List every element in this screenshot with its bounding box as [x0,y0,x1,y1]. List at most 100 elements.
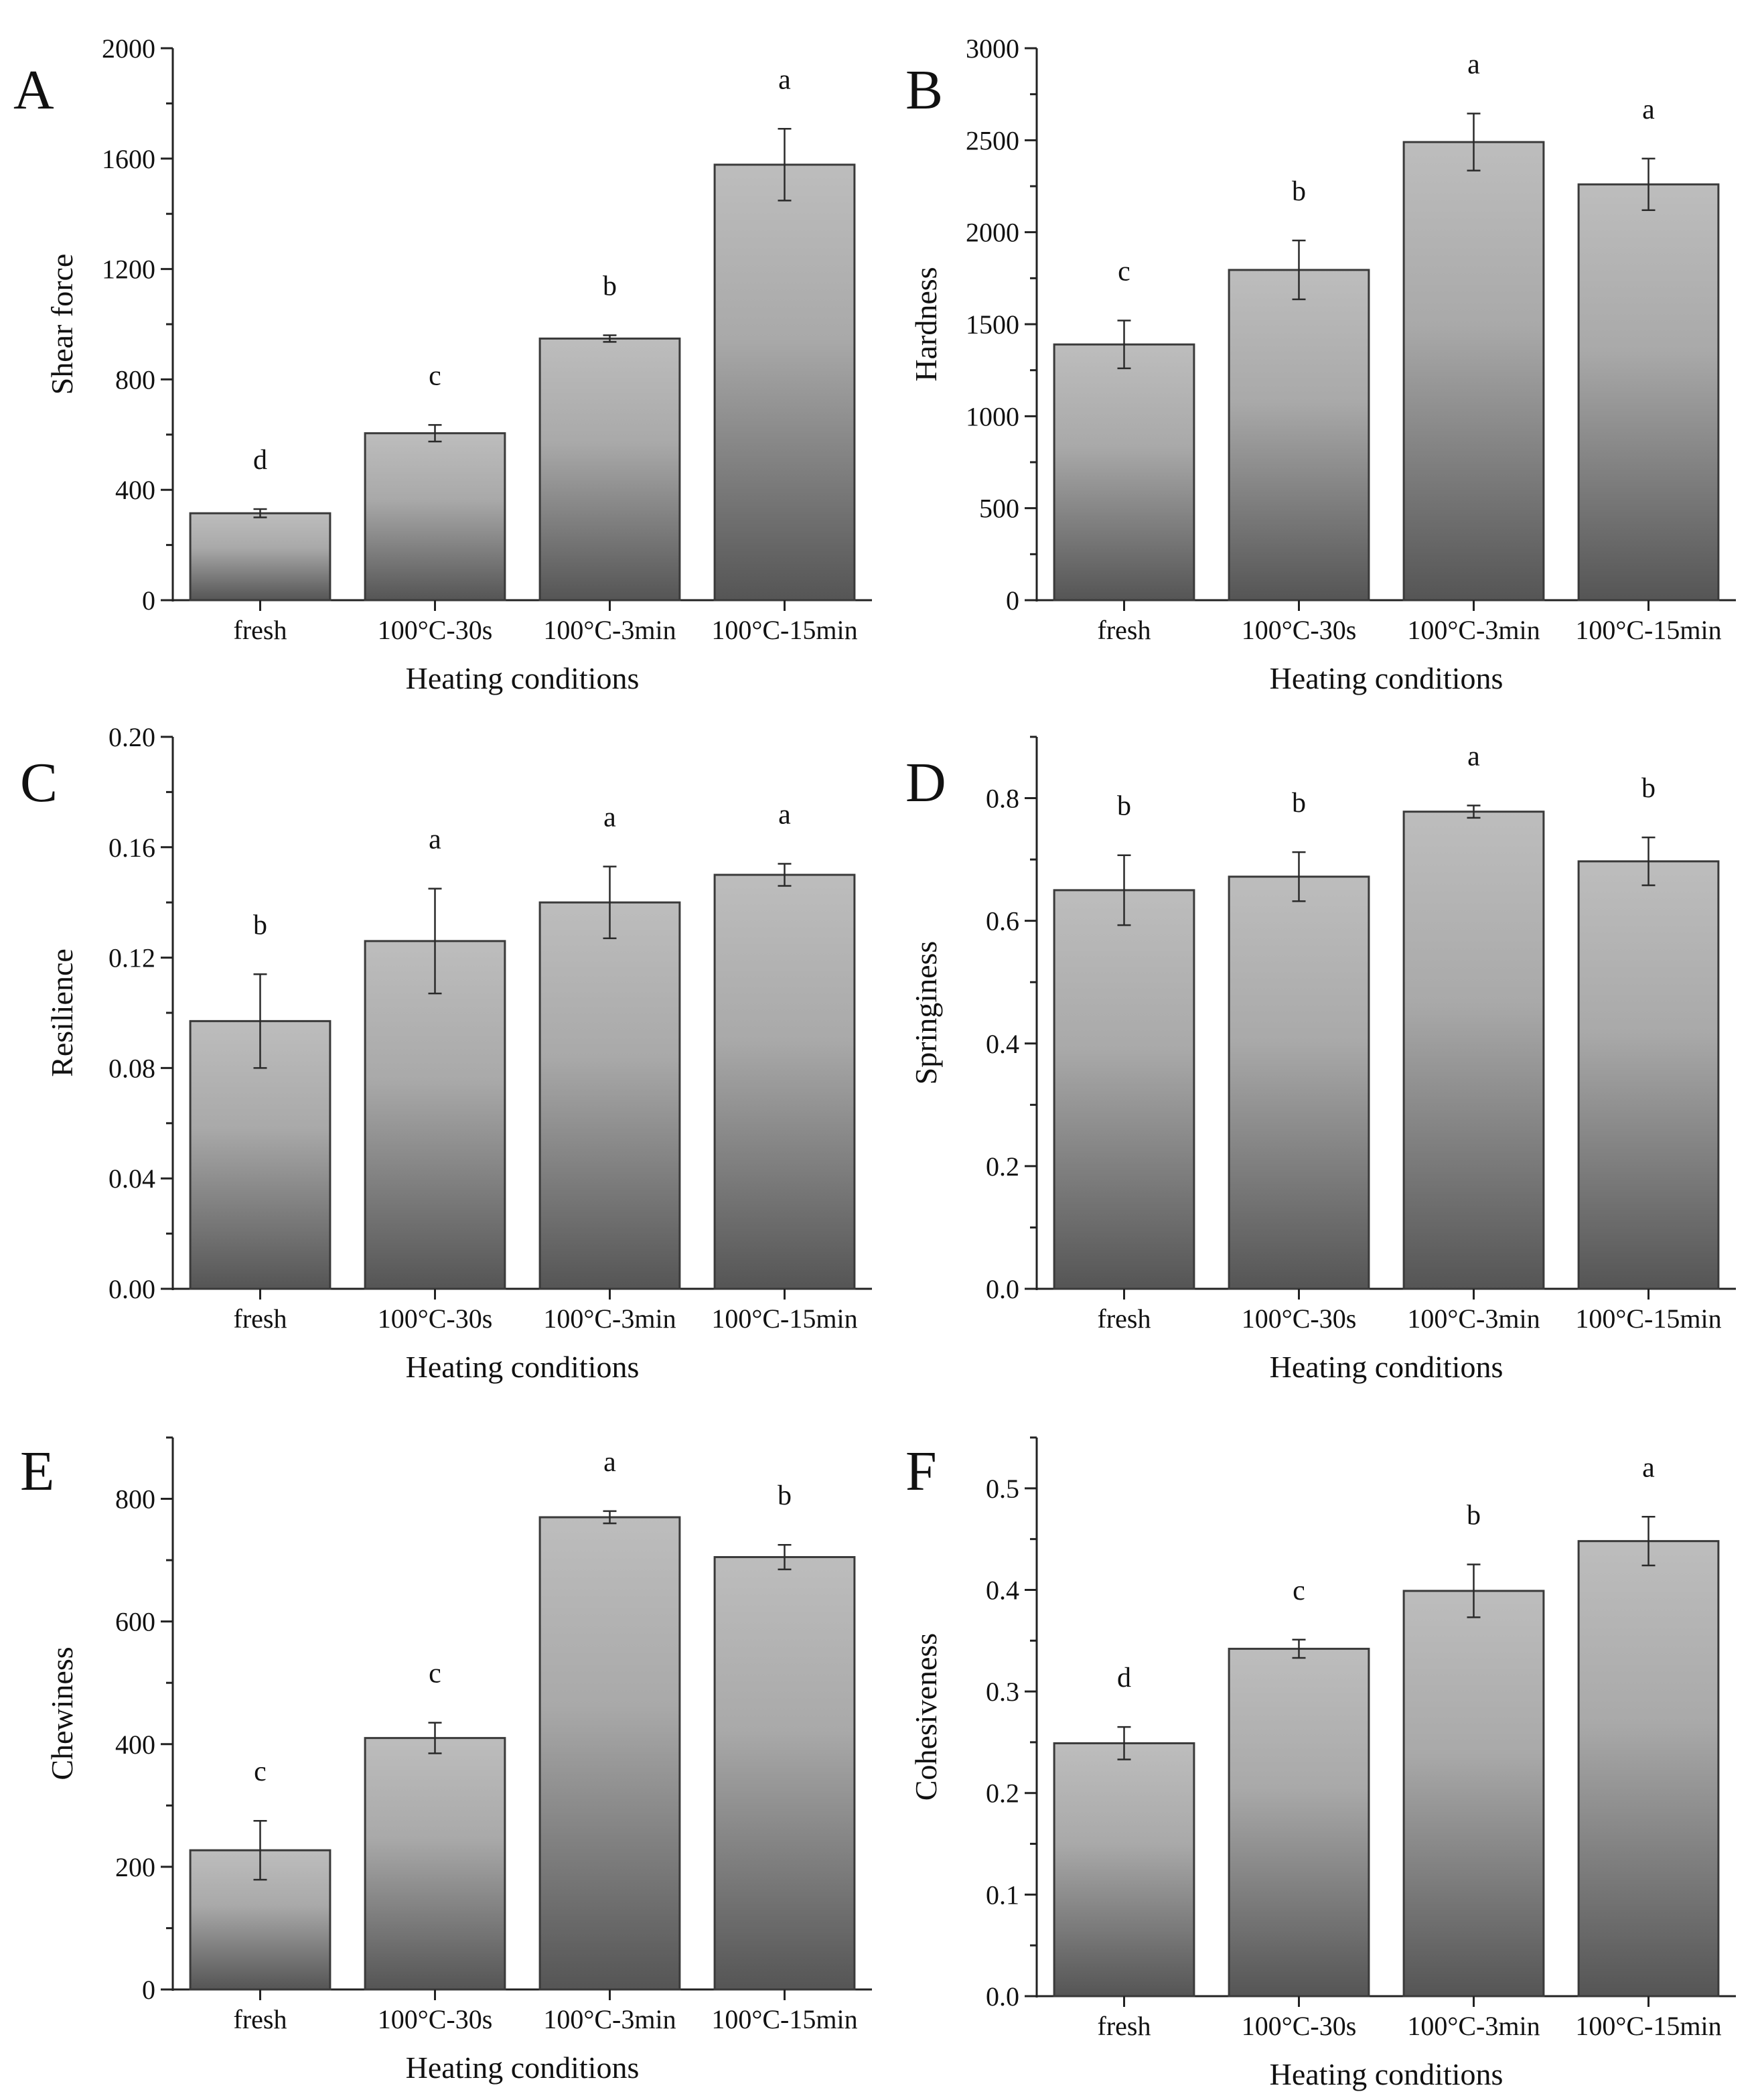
y-tick-label: 0.20 [108,722,155,752]
bar [1053,889,1195,1290]
bar [1402,811,1545,1290]
significance-letter: b [778,1480,792,1511]
bar [1228,876,1370,1290]
significance-letter: a [1642,94,1655,125]
x-axis-title: Heating conditions [1270,2057,1504,2091]
significance-letter: b [1292,788,1306,819]
x-tick-label: 100°C-30s [378,2004,493,2034]
y-tick-label: 0.2 [986,1778,1019,1809]
significance-letter: b [1467,1500,1481,1531]
significance-letter: a [1467,742,1480,772]
x-tick-label: 100°C-3min [543,1304,676,1334]
y-tick-label: 600 [115,1607,155,1637]
panel-letter: B [905,59,943,121]
significance-letter: a [603,1447,616,1478]
bar [364,940,506,1290]
significance-letter: d [1117,1663,1131,1693]
significance-letter: d [253,445,267,476]
y-tick-label: 2000 [102,33,155,64]
x-tick-label: fresh [234,2004,287,2034]
y-tick-label: 200 [115,1852,155,1882]
x-tick-label: 100°C-30s [1242,1304,1357,1334]
x-tick-label: fresh [234,1304,287,1334]
y-tick-label: 800 [115,1484,155,1515]
y-tick-label: 0.16 [108,833,155,863]
y-tick-label: 1200 [102,255,155,285]
y-tick-label: 2500 [966,125,1019,155]
significance-letter: a [603,802,616,833]
significance-letter: b [1641,773,1656,804]
y-tick-label: 500 [979,494,1019,524]
panel-letter: C [20,752,58,814]
bar [189,512,332,602]
significance-letter: a [1467,50,1480,80]
bar [713,163,856,602]
y-tick-label: 0.0 [986,1274,1019,1304]
panel-letter: F [905,1440,937,1502]
significance-letter: b [1292,176,1306,207]
y-tick-label: 0.4 [986,1029,1019,1059]
y-tick-label: 0.8 [986,784,1019,814]
bar [1577,1540,1720,1998]
y-tick-label: 0.5 [986,1474,1019,1504]
bar [364,432,506,602]
bar [713,1556,856,1991]
chart-panel-b: B 0 500 1000 1500 2000 2500 3000 fresh c 100°C-30s… [905,33,1736,695]
x-tick-label: 100°C-3min [543,615,676,645]
chart-panel-a: A 0 400 800 1200 1600 2000 fresh d 100°C-30s c 100°… [13,33,872,695]
chart-panel-f: F 0.0 0.1 0.2 0.3 0.4 0.5 fresh d 100°C-30s c 100°C… [905,1436,1736,2091]
significance-letter: b [253,910,267,940]
bar [538,901,681,1290]
x-tick-label: 100°C-15min [1575,2011,1721,2041]
x-tick-label: fresh [1098,615,1151,645]
y-tick-label: 0.00 [108,1274,155,1304]
x-tick-label: fresh [234,615,287,645]
panel-letter: E [20,1440,54,1502]
panel-letter: A [13,59,54,121]
x-tick-label: 100°C-30s [1242,615,1357,645]
significance-letter: a [1642,1452,1655,1483]
y-tick-label: 0 [142,585,155,616]
bar [1402,141,1545,602]
bar [1228,1647,1370,1998]
bar [538,337,681,602]
chart-panel-c: C 0.00 0.04 0.08 0.12 0.16 0.20 fresh b 100°C-30s… [20,722,872,1384]
y-axis-title: Springiness [909,941,943,1085]
panel-letter: D [905,752,946,814]
y-tick-label: 400 [115,475,155,505]
x-tick-label: 100°C-3min [1407,615,1540,645]
significance-letter: a [429,825,441,855]
x-tick-label: 100°C-30s [1242,2011,1357,2041]
x-tick-label: fresh [1098,1304,1151,1334]
x-tick-label: 100°C-15min [711,2004,857,2034]
x-axis-title: Heating conditions [1270,661,1504,695]
y-tick-label: 800 [115,364,155,395]
y-tick-label: 0.2 [986,1151,1019,1182]
y-axis-title: Chewiness [45,1647,79,1780]
y-tick-label: 0.0 [986,1981,1019,2012]
significance-letter: b [1117,791,1131,822]
y-axis-title: Cohesiveness [909,1633,943,1801]
y-tick-label: 0.04 [108,1164,155,1194]
y-tick-label: 0.1 [986,1880,1019,1910]
y-tick-label: 1000 [966,401,1019,431]
bar [713,873,856,1290]
x-tick-label: 100°C-15min [1575,615,1721,645]
bar [1402,1590,1545,1998]
x-axis-title: Heating conditions [406,1350,640,1384]
x-tick-label: 100°C-15min [1575,1304,1721,1334]
y-axis-title: Hardness [909,267,943,381]
y-tick-label: 0.08 [108,1053,155,1083]
chart-panel-d: D 0.0 0.2 0.4 0.6 0.8 fresh b 100°C-30s b 100°C-3m… [905,736,1736,1384]
bar [1577,860,1720,1290]
x-tick-label: 100°C-30s [378,615,493,645]
significance-letter: b [603,271,617,301]
y-axis-title: Resilience [45,949,79,1077]
significance-letter: c [429,1659,441,1689]
significance-letter: c [254,1756,267,1787]
significance-letter: a [778,64,791,95]
y-tick-label: 1600 [102,144,155,174]
bar [1053,343,1195,602]
significance-letter: c [429,360,441,391]
